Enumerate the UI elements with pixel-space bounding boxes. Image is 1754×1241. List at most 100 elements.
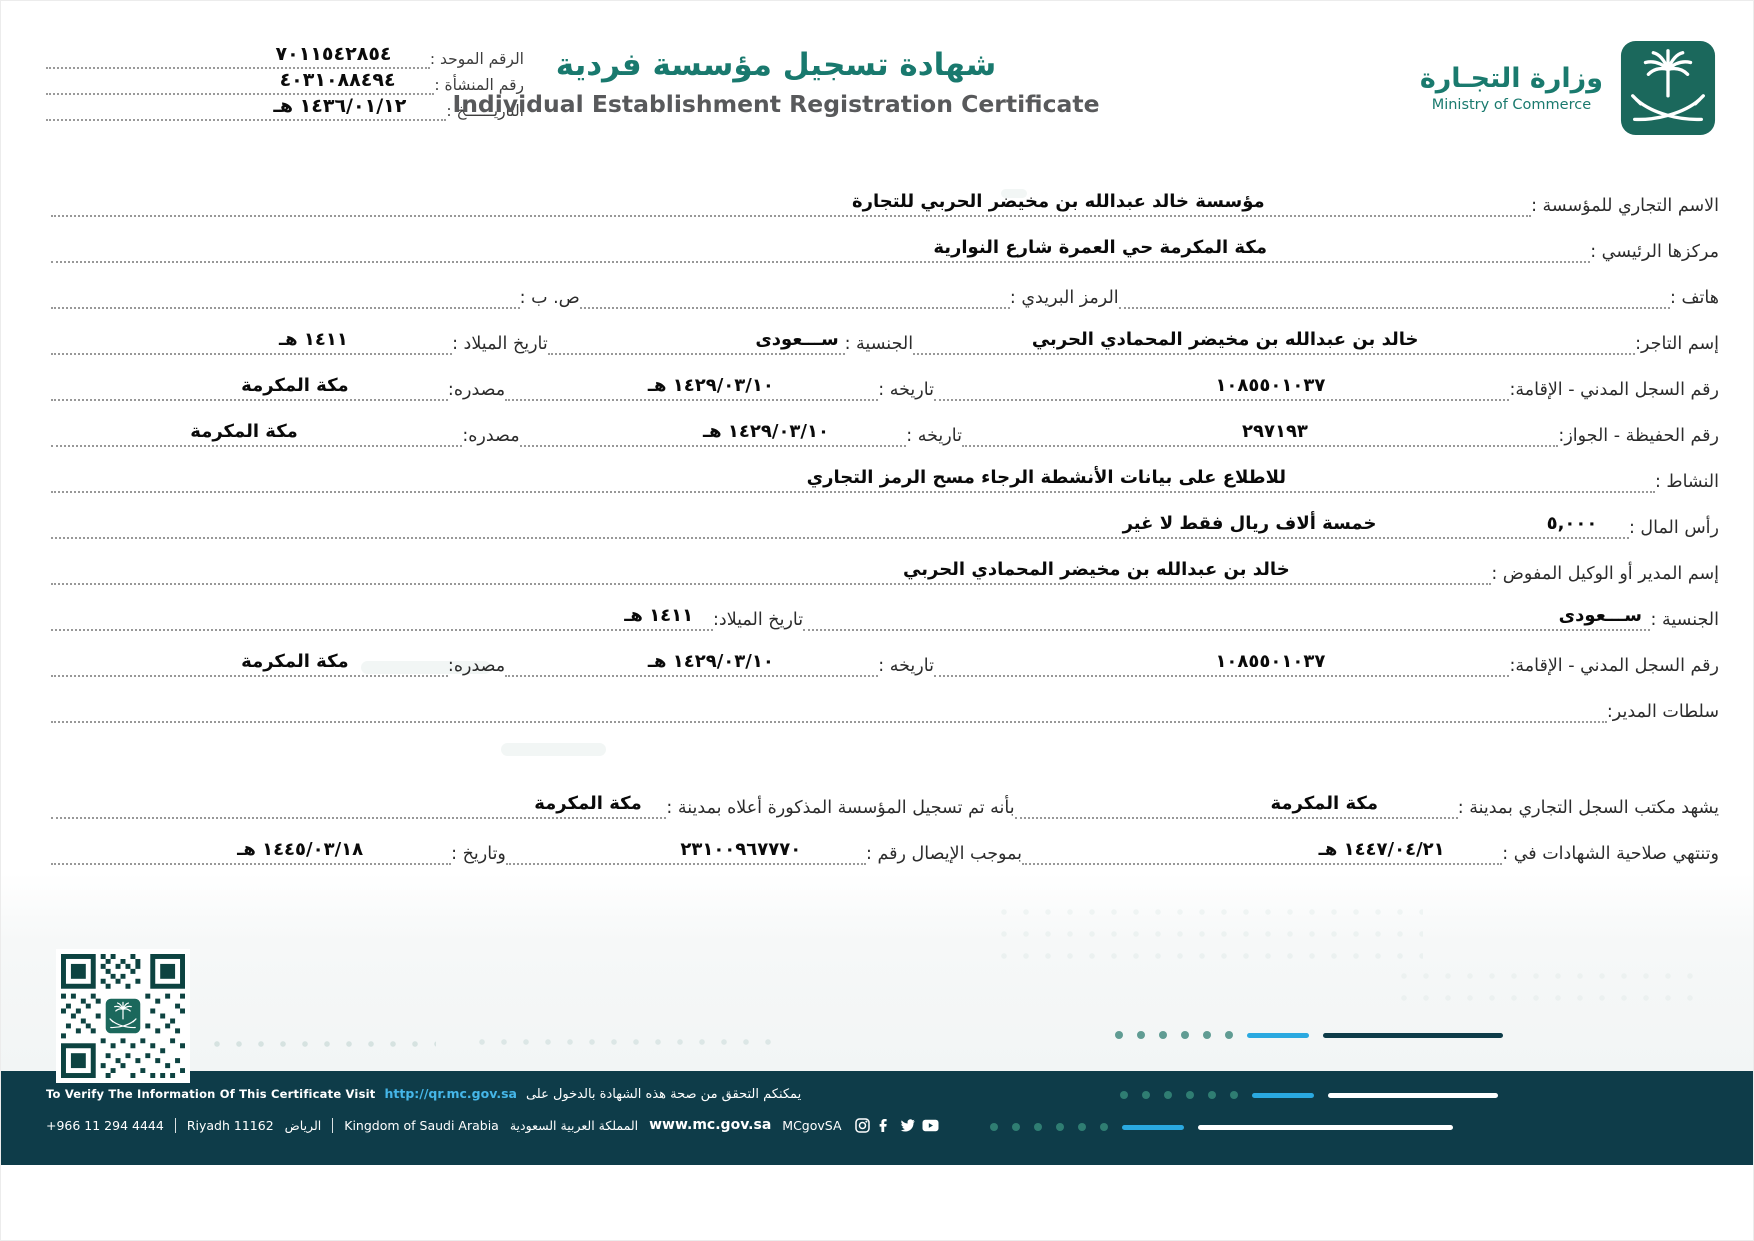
accent-dot	[1115, 1031, 1123, 1039]
facebook-icon[interactable]	[877, 1118, 892, 1133]
field-row-manager-powers: سلطات المدير:	[51, 677, 1719, 723]
field-value: ١٤١١ هـ	[278, 329, 348, 350]
facility-number-line: ٤٠٣١٠٨٨٤٩٤	[46, 69, 435, 95]
field-line: ١٤٢٩/٠٣/١٠ هـ	[505, 355, 879, 401]
ministry-name-english: Ministry of Commerce	[1431, 97, 1592, 113]
field-label: هاتف :	[1669, 288, 1719, 308]
background-shape	[1001, 189, 1027, 198]
field-label: رقم السجل المدني - الإقامة:	[1509, 380, 1719, 400]
field-row-manager-id: رقم السجل المدني - الإقامة: ١٠٨٥٥٠١٠٣٧ ت…	[51, 631, 1719, 677]
field-label: الجنسية :	[1650, 610, 1719, 630]
unified-number-value: ٧٠١١٥٤٢٨٥٤	[275, 43, 392, 65]
accent-dot	[1100, 1123, 1108, 1131]
field-label: بأنه تم تسجيل المؤسسة المذكورة أعلاه بمد…	[666, 798, 1015, 818]
field-row-capital: رأس المال : ٥,٠٠٠ خمسة ألاف ريال فقط لا …	[51, 493, 1719, 539]
field-line: ١٤١١ هـ	[51, 309, 453, 355]
footer-city-arabic: الرياض	[284, 1117, 322, 1133]
field-row-manager-nationality: الجنسية : ســـعودى تاريخ الميلاد: ١٤١١ ه…	[51, 585, 1719, 631]
accent-dot	[1186, 1091, 1194, 1099]
field-line: ٢٩٧١٩٣	[961, 401, 1559, 447]
field-row-activity: النشاط : للاطلاع على بيانات الأنشطة الرج…	[51, 447, 1719, 493]
accent-dot	[1120, 1091, 1128, 1099]
field-label: وتنتهي صلاحية الشهادات في :	[1502, 844, 1719, 864]
youtube-icon[interactable]	[922, 1119, 939, 1132]
field-row-passport: رقم الحفيظة - الجواز: ٢٩٧١٩٣ تاريخه : ١٤…	[51, 401, 1719, 447]
field-line: ٥,٠٠٠ خمسة ألاف ريال فقط لا غير	[51, 493, 1629, 539]
field-value: للاطلاع على بيانات الأنشطة الرجاء مسح ال…	[806, 467, 1287, 488]
field-label: إسم التاجر:	[1635, 334, 1719, 354]
field-line: خالد بن عبدالله بن مخيضر المحمادي الحربي	[51, 539, 1492, 585]
field-value: ١٤٢٩/٠٣/١٠ هـ	[647, 651, 774, 672]
social-icons	[854, 1117, 939, 1133]
field-value: خالد بن عبدالله بن مخيضر المحمادي الحربي	[1031, 329, 1419, 350]
field-line	[1118, 263, 1670, 309]
unified-number-line: ٧٠١١٥٤٢٨٥٤	[46, 43, 430, 69]
field-row-head-office: مركزها الرئيسي : مكة المكرمة حي العمرة ش…	[51, 217, 1719, 263]
field-value: مؤسسة خالد عبدالله بن مخيضر الحربي للتجا…	[851, 191, 1265, 212]
field-value: مكة المكرمة	[534, 793, 642, 814]
field-label: ص. ب :	[519, 288, 580, 308]
field-line: ١٤٢٩/٠٣/١٠ هـ	[505, 631, 879, 677]
accent-dot	[1181, 1031, 1189, 1039]
field-line: ســـعودى	[547, 309, 845, 355]
footer-city-english: Riyadh 11162	[186, 1117, 274, 1133]
field-line: مؤسسة خالد عبدالله بن مخيضر الحربي للتجا…	[51, 171, 1532, 217]
field-label: وتاريخ :	[451, 844, 506, 864]
field-value: ١٠٨٥٥٠١٠٣٧	[1215, 375, 1326, 396]
footer-social-handle: MCgovSA	[782, 1117, 842, 1133]
footer-band: To Verify The Information Of This Certif…	[1, 1071, 1753, 1165]
field-line	[579, 263, 1010, 309]
unified-number-row: الرقم الموحد : ٧٠١١٥٤٢٨٥٤	[46, 43, 524, 69]
verify-text-arabic: يمكنكم التحقق من صحة هذه الشهادة بالدخول…	[525, 1087, 802, 1102]
accent-dot	[1012, 1123, 1020, 1131]
field-label: تاريخه :	[878, 656, 934, 676]
accent-dot	[1230, 1091, 1238, 1099]
accent-dark-bar	[1323, 1032, 1503, 1038]
field-label: تاريخ الميلاد:	[713, 610, 804, 630]
field-line: ١٠٨٥٥٠١٠٣٧	[933, 355, 1510, 401]
capital-words-value: خمسة ألاف ريال فقط لا غير	[1122, 513, 1377, 534]
field-row-trader: إسم التاجر: خالد بن عبدالله بن مخيضر الم…	[51, 309, 1719, 355]
field-value: ســـعودى	[1558, 605, 1643, 626]
verify-url-link[interactable]: http://qr.mc.gov.sa	[384, 1086, 517, 1101]
footer-country-arabic: المملكة العربية السعودية	[509, 1117, 639, 1133]
field-line: مكة المكرمة	[51, 401, 463, 447]
field-line: مكة المكرمة	[1014, 773, 1458, 819]
facility-number-row: رقم المنشأة : ٤٠٣١٠٨٨٤٩٤	[46, 69, 524, 95]
dot-pattern	[993, 901, 1423, 963]
footer-website-link[interactable]: www.mc.gov.sa	[649, 1117, 772, 1133]
twitter-icon[interactable]	[899, 1118, 915, 1132]
accent-dot	[1164, 1091, 1172, 1099]
certificate-title: شهادة تسجيل مؤسسة فردية Individual Estab…	[452, 47, 1099, 118]
field-line: ١٤٢٩/٠٣/١٠ هـ	[519, 401, 907, 447]
strip-accent-row	[1115, 1031, 1503, 1039]
accent-white-bar	[1198, 1124, 1453, 1130]
field-value: ١٤٢٩/٠٣/١٠ هـ	[647, 375, 774, 396]
footer-phone: +966 11 294 4444	[46, 1117, 164, 1133]
field-row-contact: هاتف : الرمز البريدي : ص. ب :	[51, 263, 1719, 309]
field-line: مكة المكرمة	[51, 631, 448, 677]
instagram-icon[interactable]	[854, 1117, 870, 1133]
background-shape	[361, 661, 491, 674]
field-line: مكة المكرمة حي العمرة شارع النوارية	[51, 217, 1591, 263]
field-row-registration-office: يشهد مكتب السجل التجاري بمدينة : مكة الم…	[51, 773, 1719, 819]
title-english: Individual Establishment Registration Ce…	[452, 90, 1100, 118]
field-line: ١٤٤٥/٠٣/١٨ هـ	[51, 819, 452, 865]
field-line: ســـعودى	[803, 585, 1651, 631]
ministry-logo: وزارة التجـارة Ministry of Commerce	[1420, 39, 1717, 137]
footer-country-english: Kingdom of Saudi Arabia	[344, 1117, 499, 1133]
field-value: مكة المكرمة	[241, 651, 349, 672]
field-value: مكة المكرمة	[241, 375, 349, 396]
issue-date-line: ١٤٣٦/٠١/١٢ هـ	[46, 95, 447, 121]
qr-code	[56, 949, 190, 1083]
field-label: رقم السجل المدني - الإقامة:	[1509, 656, 1719, 676]
field-line	[51, 677, 1607, 723]
field-label: يشهد مكتب السجل التجاري بمدينة :	[1457, 798, 1719, 818]
accent-dot	[1034, 1123, 1042, 1131]
field-label: النشاط :	[1654, 472, 1719, 492]
field-value: مكة المكرمة حي العمرة شارع النوارية	[933, 237, 1267, 258]
accent-dot	[1208, 1091, 1216, 1099]
field-label: إسم المدير أو الوكيل المفوض :	[1491, 564, 1719, 584]
dot-pattern	[471, 1031, 771, 1057]
